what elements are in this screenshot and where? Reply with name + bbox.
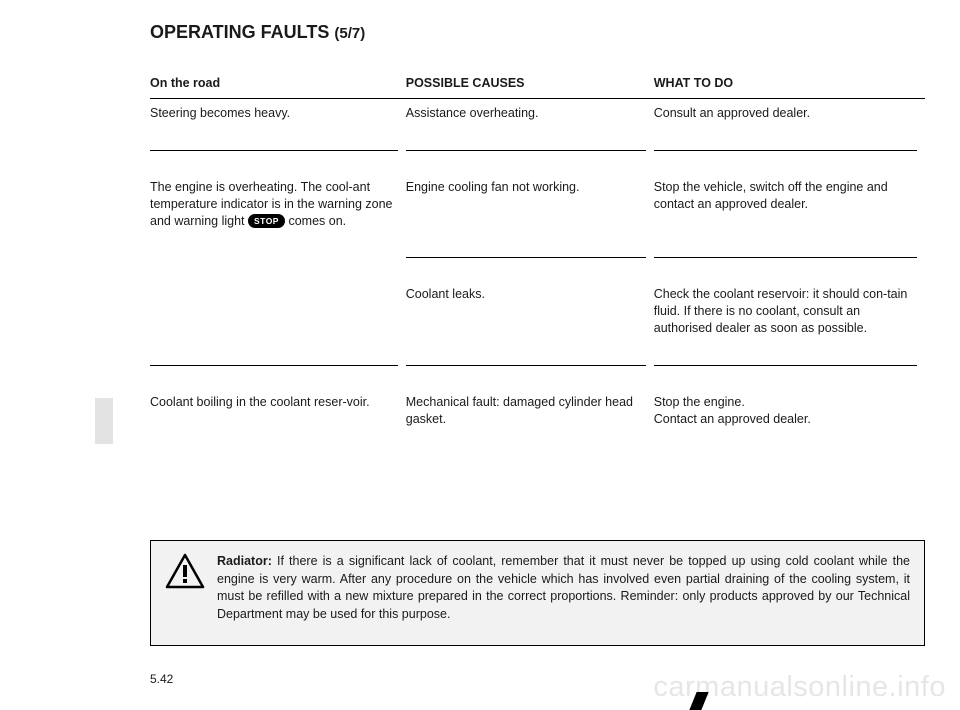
cell-symptom: Coolant boiling in the coolant reser-voi… — [150, 388, 406, 450]
radiator-callout: Radiator: If there is a significant lack… — [150, 540, 925, 646]
cell-action: Stop the vehicle, switch off the engine … — [654, 173, 925, 252]
page-content: OPERATING FAULTS (5/7) On the road POSSI… — [150, 22, 925, 450]
side-tab — [95, 398, 113, 444]
cell-symptom: The engine is overheating. The cool-ant … — [150, 173, 406, 252]
cell-symptom — [150, 280, 406, 359]
table-row: Coolant boiling in the coolant reser-voi… — [150, 388, 925, 450]
header-what-to-do: WHAT TO DO — [654, 71, 925, 98]
table-row: The engine is overheating. The cool-ant … — [150, 173, 925, 252]
cell-action: Consult an approved dealer. — [654, 98, 925, 143]
title-main: OPERATING FAULTS — [150, 22, 329, 42]
cell-action: Stop the engine. Contact an approved dea… — [654, 388, 925, 450]
table-row: Coolant leaks. Check the coolant reservo… — [150, 280, 925, 359]
cell-cause: Mechanical fault: damaged cylinder head … — [406, 388, 654, 450]
corner-mark — [689, 692, 708, 710]
title-sub: (5/7) — [334, 25, 365, 42]
page-number: 5.42 — [150, 672, 173, 686]
warning-icon — [165, 553, 205, 589]
header-on-the-road: On the road — [150, 71, 406, 98]
cell-cause: Coolant leaks. — [406, 280, 654, 359]
table-header-row: On the road POSSIBLE CAUSES WHAT TO DO — [150, 71, 925, 98]
stop-icon: STOP — [248, 214, 285, 228]
cell-cause: Assistance overheating. — [406, 98, 654, 143]
header-possible-causes: POSSIBLE CAUSES — [406, 71, 654, 98]
table-row: Steering becomes heavy. Assistance overh… — [150, 98, 925, 143]
page-title: OPERATING FAULTS (5/7) — [150, 22, 925, 43]
cell-symptom: Steering becomes heavy. — [150, 98, 406, 143]
cell-cause: Engine cooling fan not working. — [406, 173, 654, 252]
cell-action: Check the coolant reservoir: it should c… — [654, 280, 925, 359]
callout-text: Radiator: If there is a significant lack… — [217, 553, 910, 623]
faults-table: On the road POSSIBLE CAUSES WHAT TO DO S… — [150, 71, 925, 450]
